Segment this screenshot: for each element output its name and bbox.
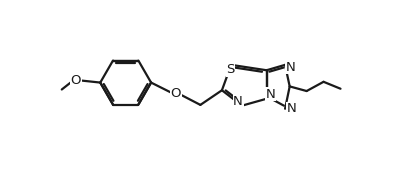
Text: N: N <box>266 88 275 101</box>
Text: O: O <box>171 87 181 100</box>
Text: N: N <box>233 94 243 107</box>
Text: N: N <box>286 102 296 115</box>
Text: N: N <box>286 61 295 74</box>
Text: S: S <box>226 63 234 76</box>
Text: O: O <box>70 74 81 87</box>
